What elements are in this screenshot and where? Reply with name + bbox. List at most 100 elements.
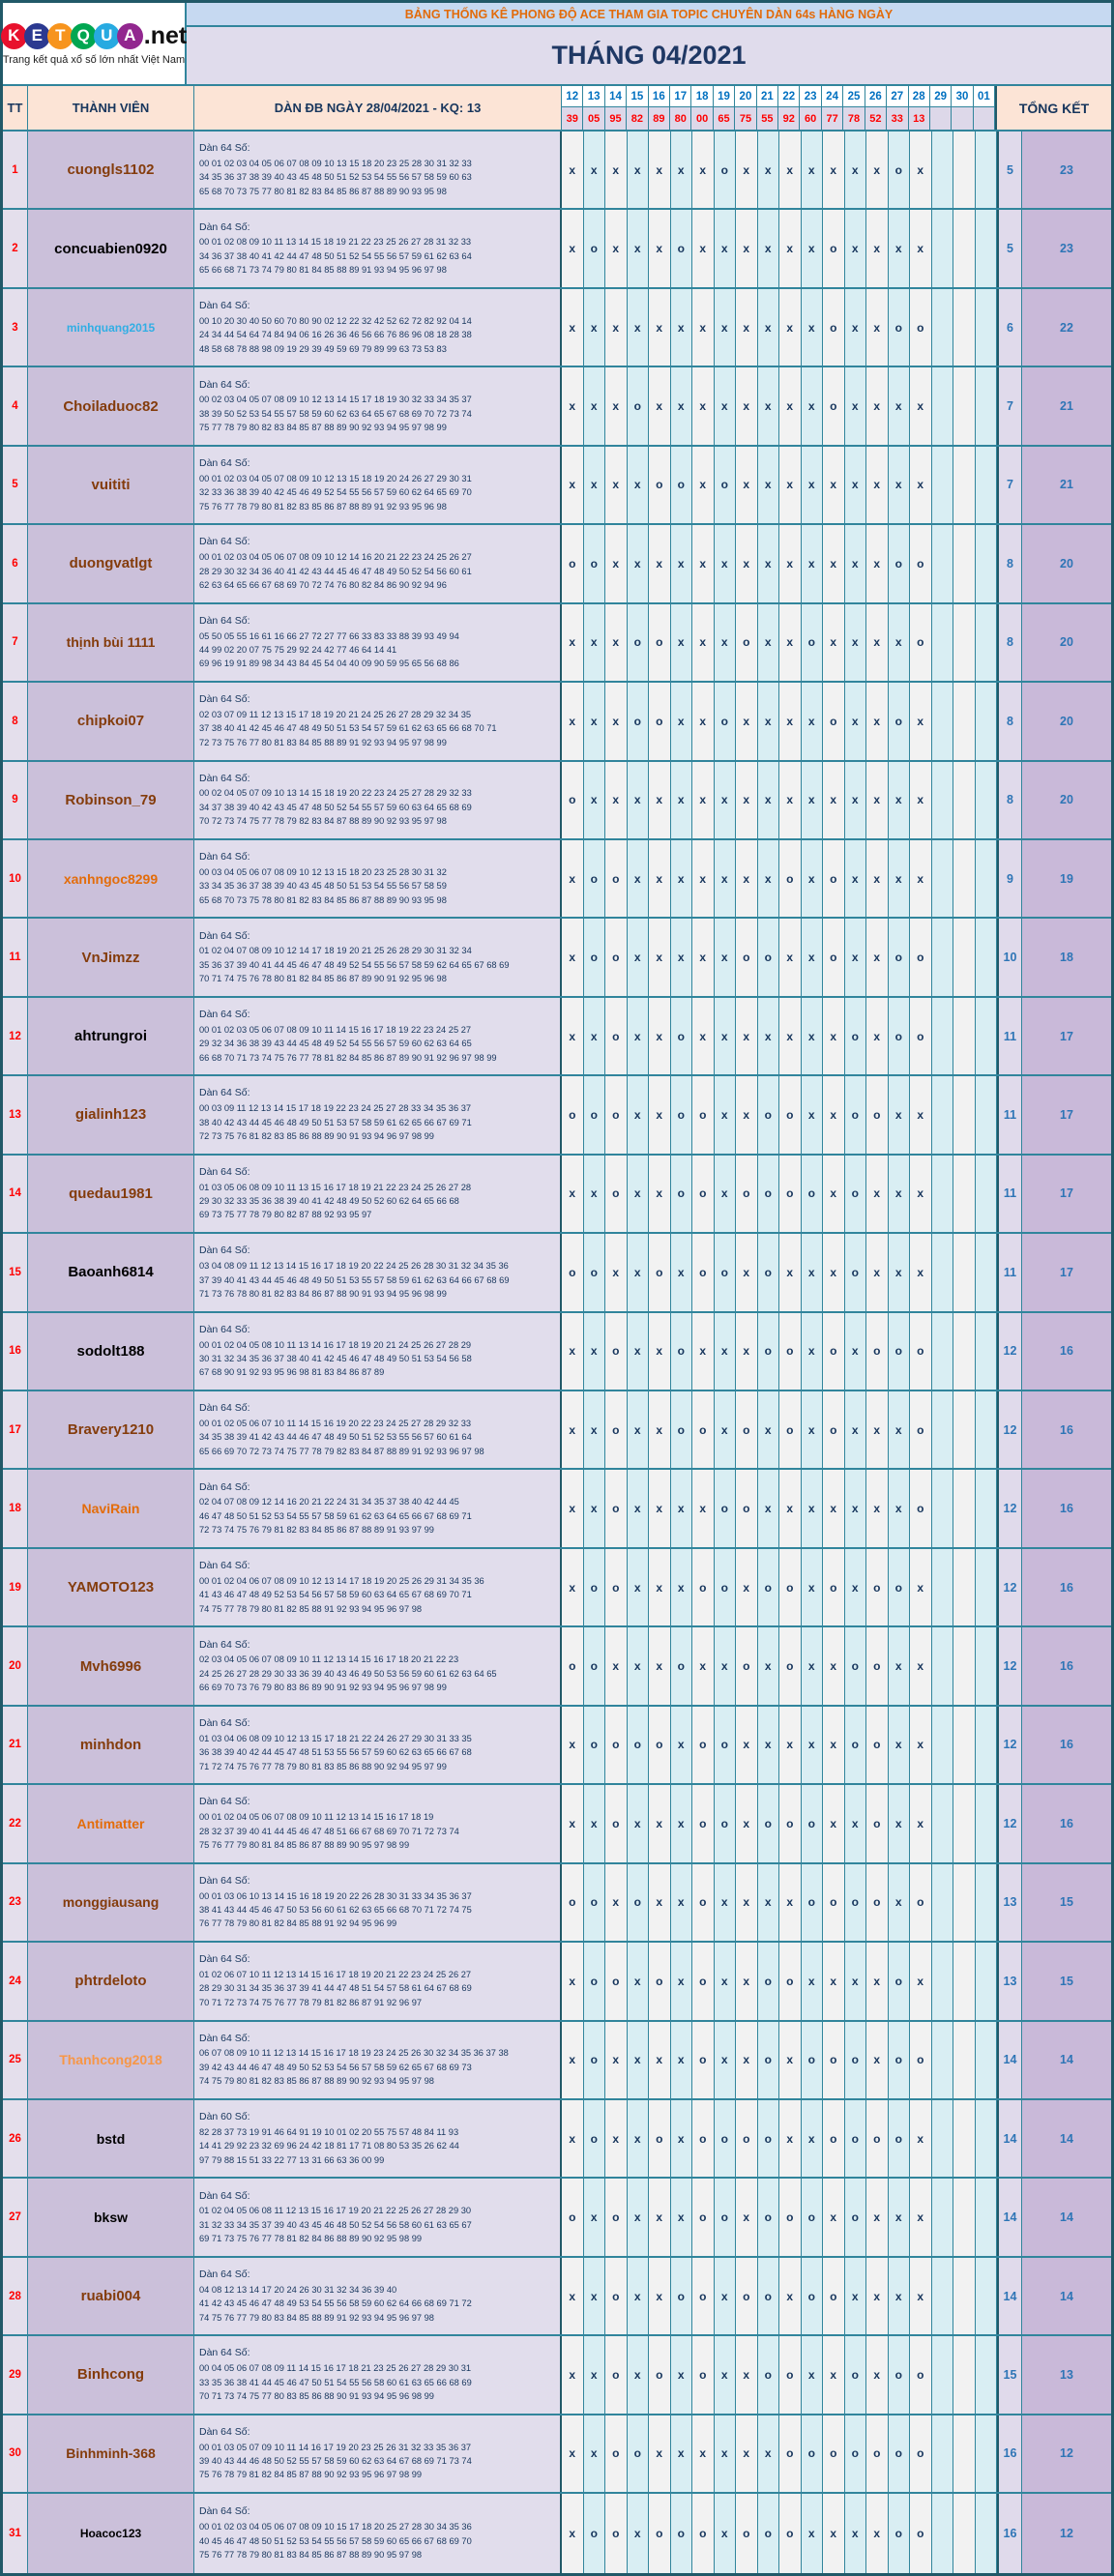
mark-o-day-27: o <box>888 2415 910 2493</box>
mark-x-day-12: x <box>562 1155 584 1233</box>
mark-empty-day-30 <box>953 1548 976 1626</box>
logo-letter-t: T <box>46 22 73 49</box>
mark-x-day-27: x <box>888 1076 910 1154</box>
table-row: 20 Mvh6996 Dàn 64 Số: 02 03 04 05 06 07 08 … <box>3 1627 1111 1707</box>
mark-o-day-16: o <box>649 1234 671 1311</box>
member-name[interactable]: sodolt188 <box>76 1342 145 1360</box>
member-name[interactable]: Binhminh-368 <box>66 2445 156 2462</box>
mark-o-day-22: o <box>779 1155 802 1233</box>
mark-x-day-22: x <box>779 210 802 287</box>
mark-x-day-16: x <box>649 210 671 287</box>
mark-empty-day-30 <box>953 2179 976 2256</box>
member-name[interactable]: minhdon <box>79 1736 142 1753</box>
mark-x-day-28: x <box>910 1155 932 1233</box>
mark-empty-day-01 <box>975 2179 997 2256</box>
member-name[interactable]: bksw <box>93 2210 128 2226</box>
mark-x-day-17: x <box>670 132 692 209</box>
mark-x-day-25: x <box>844 2494 866 2573</box>
dan-numbers-cell: Dàn 64 Số: 00 01 02 04 05 06 07 08 09 10 … <box>194 1785 562 1862</box>
member-name[interactable]: bstd <box>96 2130 126 2147</box>
mark-o-day-18: o <box>692 1155 715 1233</box>
member-name[interactable]: Hoacoc123 <box>79 2526 142 2540</box>
mark-x-day-23: x <box>801 919 823 996</box>
member-name[interactable]: xanhngoc8299 <box>63 870 159 887</box>
mark-empty-day-01 <box>975 446 997 524</box>
mark-x-day-17: x <box>670 683 692 760</box>
member-cell: gialinh123 <box>28 1076 194 1154</box>
dan-numbers-cell: Dàn 64 Số: 00 02 04 05 07 09 10 13 14 15 … <box>194 761 562 838</box>
mark-x-day-23: x <box>801 525 823 602</box>
total-miss-count: 15 <box>997 2336 1022 2414</box>
mark-x-day-16: x <box>649 288 671 366</box>
member-name[interactable]: gialinh123 <box>74 1106 147 1124</box>
mark-o-day-14: o <box>605 1785 628 1862</box>
dan-numbers-line: 00 01 02 04 05 06 07 08 09 10 11 12 13 1… <box>199 1812 434 1823</box>
result-value-16: 89 <box>648 107 671 130</box>
member-name[interactable]: NaviRain <box>81 1501 140 1517</box>
member-name[interactable]: phtrdeloto <box>74 1973 147 1990</box>
mark-x-day-17: x <box>670 1548 692 1626</box>
mark-x-day-28: x <box>910 1785 932 1862</box>
dan-numbers-line: 44 99 02 20 07 75 75 29 92 24 42 77 46 6… <box>199 645 397 656</box>
mark-x-day-21: x <box>757 2415 779 2493</box>
dan-label: Dàn 64 Số: <box>199 1953 250 1966</box>
member-name[interactable]: concuabien0920 <box>54 240 167 257</box>
mark-x-day-21: x <box>757 683 779 760</box>
total-miss-count: 16 <box>997 2494 1022 2573</box>
member-name[interactable]: Bravery1210 <box>67 1421 155 1439</box>
member-name[interactable]: Mvh6996 <box>79 1657 142 1675</box>
mark-x-day-20: x <box>736 1863 758 1942</box>
member-cell: concuabien0920 <box>28 210 194 287</box>
member-name[interactable]: Thanhcong2018 <box>59 2052 162 2068</box>
mark-x-day-19: x <box>714 288 736 366</box>
member-name[interactable]: thịnh bùi 1111 <box>66 634 156 651</box>
mark-x-day-25: x <box>844 1391 866 1469</box>
member-name[interactable]: monggiausang <box>62 1894 160 1911</box>
member-name[interactable]: Antimatter <box>76 1815 145 1831</box>
dan-numbers-line: 36 38 39 40 42 44 45 47 48 51 53 55 56 5… <box>199 1747 472 1758</box>
total-miss-count: 8 <box>997 603 1022 682</box>
mark-x-day-23: x <box>801 132 823 209</box>
mark-x-day-20: x <box>736 2021 758 2098</box>
mark-x-day-23: x <box>801 2336 823 2414</box>
member-name[interactable]: Baoanh6814 <box>68 1264 154 1281</box>
member-name[interactable]: ahtrungroi <box>74 1028 147 1045</box>
total-hit-count: 14 <box>1022 2257 1111 2335</box>
mark-x-day-18: x <box>692 1312 715 1390</box>
member-name[interactable]: minhquang2015 <box>66 320 156 335</box>
mark-empty-day-30 <box>953 1785 976 1862</box>
dan-numbers-line: 02 03 07 09 11 12 13 15 17 18 19 20 21 2… <box>199 710 472 720</box>
col-header-dan: DÀN ĐB NGÀY 28/04/2021 - KQ: 13 <box>194 86 562 130</box>
member-cell: Antimatter <box>28 1785 194 1862</box>
member-name[interactable]: YAMOTO123 <box>67 1579 155 1596</box>
mark-x-day-23: x <box>801 839 823 918</box>
dan-numbers-line: 38 41 43 44 45 46 47 50 53 56 60 61 62 6… <box>199 1905 472 1916</box>
mark-x-day-25: x <box>844 683 866 760</box>
member-name[interactable]: duongvatlgt <box>69 555 153 572</box>
member-cell: Thanhcong2018 <box>28 2021 194 2098</box>
mark-o-day-13: o <box>583 2099 605 2178</box>
mark-o-day-17: o <box>670 997 692 1075</box>
mark-o-day-18: o <box>692 1548 715 1626</box>
member-name[interactable]: chipkoi07 <box>76 713 145 730</box>
mark-o-day-23: o <box>801 1785 823 1862</box>
member-name[interactable]: vuititi <box>91 476 131 493</box>
mark-x-day-26: x <box>866 1155 889 1233</box>
member-name[interactable]: quedau1981 <box>69 1185 153 1202</box>
member-name[interactable]: Binhcong <box>76 2366 145 2384</box>
mark-o-day-21: o <box>757 1548 779 1626</box>
member-name[interactable]: Robinson_79 <box>65 791 157 808</box>
member-name[interactable]: cuongls1102 <box>67 161 155 179</box>
board-title: BẢNG THỐNG KÊ PHONG ĐỘ ACE THAM GIA TOPI… <box>187 3 1111 27</box>
member-name[interactable]: ruabi004 <box>80 2288 141 2305</box>
mark-empty-day-29 <box>931 1785 953 1862</box>
mark-x-day-15: x <box>627 2336 649 2414</box>
mark-x-day-18: x <box>692 2415 715 2493</box>
member-name[interactable]: VnJimzz <box>81 949 140 966</box>
dan-numbers-line: 28 32 37 39 40 41 44 45 46 47 48 51 66 6… <box>199 1826 459 1836</box>
row-index: 20 <box>3 1627 28 1705</box>
mark-o-day-21: o <box>757 2179 779 2256</box>
mark-o-day-14: o <box>605 1548 628 1626</box>
member-name[interactable]: Choiladuoc82 <box>63 397 159 415</box>
